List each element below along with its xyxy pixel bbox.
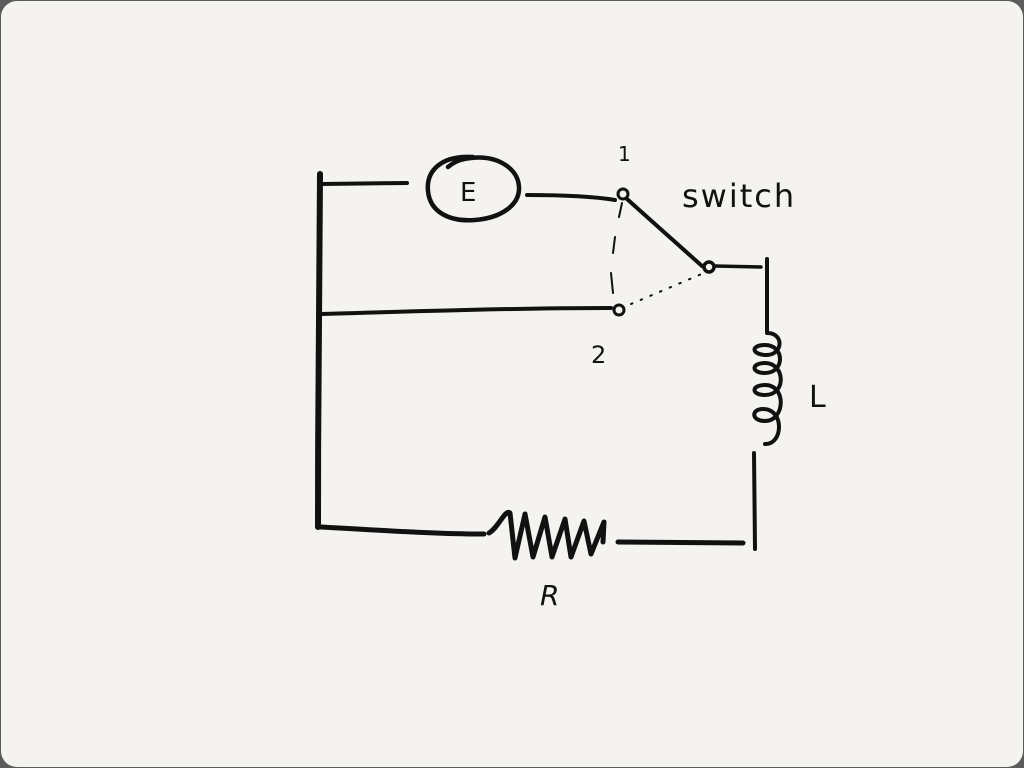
switch-to-inductor-wire: [713, 264, 763, 269]
top-wire-left: [319, 181, 409, 186]
source-to-switch-wire: [525, 193, 617, 202]
bottom-wire-right: [615, 539, 746, 546]
bottom-wire-left: [318, 524, 487, 537]
voltage-source-symbol: [425, 154, 522, 223]
terminal-2-label: 2: [591, 341, 606, 369]
inductor-label: L: [809, 380, 826, 415]
resistor-symbol: [486, 509, 607, 561]
switch-pivot: [702, 260, 716, 274]
switch-alt-position: [630, 272, 705, 305]
switch-label: switch: [682, 177, 796, 215]
switch-blade: [625, 197, 704, 268]
right-wire-bottom: [752, 451, 757, 551]
switch-alt-path: [610, 202, 623, 294]
left-wire: [315, 171, 323, 530]
switch-terminal-1: [616, 187, 630, 201]
source-label: E: [460, 178, 476, 208]
resistor-label: R: [540, 579, 559, 612]
inductor-symbol: [752, 331, 783, 447]
terminal-1-label: 1: [618, 142, 631, 166]
switch-terminal-2: [612, 303, 626, 317]
middle-wire: [320, 306, 613, 316]
